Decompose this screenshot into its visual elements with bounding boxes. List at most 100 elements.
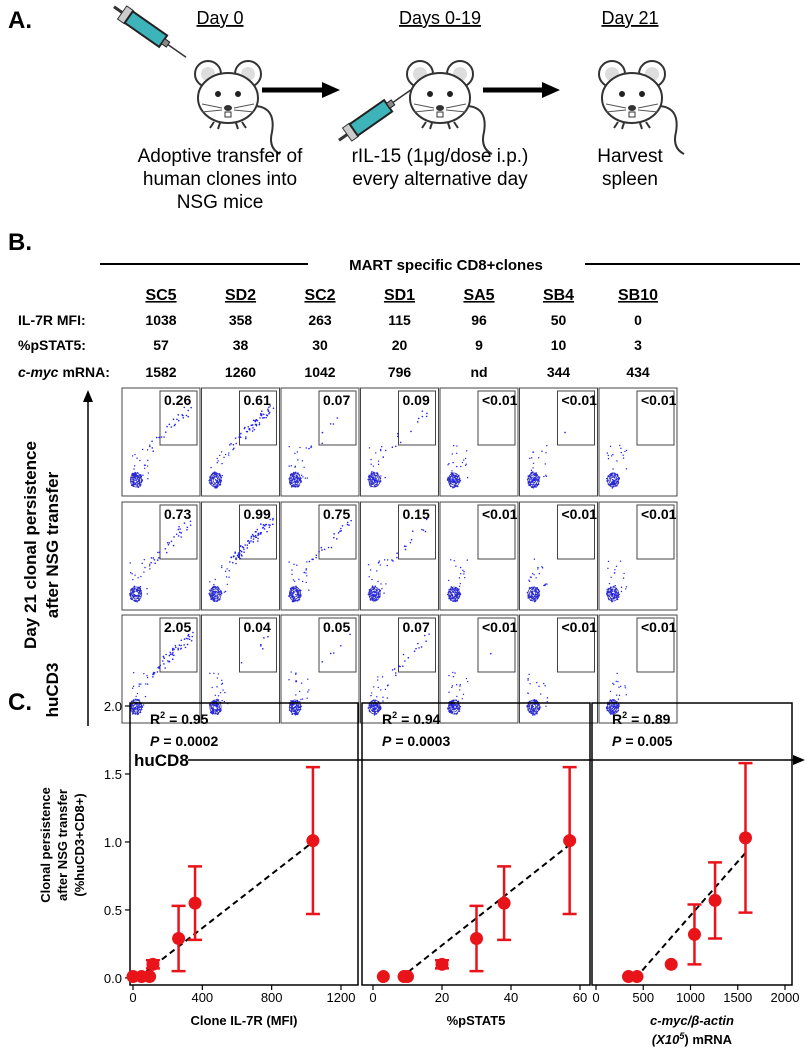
event-dot <box>134 706 137 709</box>
event-dot <box>614 572 616 574</box>
event-dot <box>619 560 622 562</box>
gate <box>636 504 675 560</box>
event-dot <box>262 417 264 419</box>
event-dot <box>539 706 541 708</box>
event-dot <box>321 549 323 551</box>
event-dot <box>368 576 370 578</box>
event-dot <box>263 637 265 639</box>
event-dot <box>618 686 620 688</box>
flow-plot: 0.61 <box>201 387 280 497</box>
r2-annotation: R2 = 0.95 <box>150 710 209 727</box>
event-dot <box>625 694 627 696</box>
event-dot <box>172 647 174 650</box>
event-dot <box>543 584 545 587</box>
event-dot <box>609 690 612 693</box>
event-dot <box>145 683 147 685</box>
gate-percent: <0.01 <box>482 392 518 408</box>
event-dot <box>528 673 530 676</box>
event-dot <box>239 549 242 552</box>
event-dot <box>163 663 165 665</box>
event-dot <box>162 656 165 658</box>
density-contour <box>529 474 538 486</box>
event-dot <box>332 423 335 425</box>
event-dot <box>614 569 616 571</box>
event-dot <box>613 683 615 686</box>
event-dot <box>159 664 162 667</box>
r2-part: 2 <box>160 710 165 720</box>
event-dot <box>224 570 227 573</box>
event-dot <box>380 448 382 451</box>
event-dot <box>177 528 180 531</box>
trend-line <box>634 852 747 979</box>
event-dot <box>391 446 394 448</box>
density-contour <box>290 474 300 486</box>
event-dot <box>377 686 379 689</box>
event-dot <box>370 458 372 461</box>
density-contour <box>368 699 381 715</box>
event-dot <box>217 673 220 675</box>
event-dot <box>384 688 387 691</box>
plot-frame <box>519 387 598 497</box>
event-dot <box>533 574 535 576</box>
event-dot <box>399 441 402 444</box>
event-dot <box>132 578 134 581</box>
event-dot <box>426 412 428 415</box>
event-dot <box>245 436 247 438</box>
event-dot <box>455 465 458 468</box>
event-dot <box>622 454 624 456</box>
event-dot <box>177 419 180 422</box>
p-annotation: P = 0.005 <box>612 733 673 749</box>
event-dot <box>240 661 243 664</box>
event-dot <box>612 453 614 456</box>
event-dot <box>252 419 255 422</box>
event-dot <box>209 581 211 583</box>
event-dot <box>404 660 406 662</box>
flow-plot: 0.07 <box>280 387 360 497</box>
event-dot <box>308 689 310 691</box>
event-dot <box>166 425 168 428</box>
event-dot <box>378 560 381 562</box>
event-dot <box>168 423 171 426</box>
event-dot <box>380 449 382 452</box>
density-contour <box>371 476 378 484</box>
event-dot <box>190 406 192 409</box>
event-dot <box>410 538 413 541</box>
density-contour <box>370 701 379 713</box>
plot-frame <box>439 387 519 497</box>
density-contour <box>529 701 538 713</box>
event-dot <box>187 415 190 418</box>
x-tick-label: 0 <box>129 990 136 1005</box>
event-dot <box>248 541 251 543</box>
event-dot <box>346 523 349 526</box>
event-dot <box>244 544 246 546</box>
event-dot <box>179 531 181 534</box>
event-dot <box>238 554 241 556</box>
event-dot <box>181 414 183 416</box>
x-tick-label: 0 <box>592 990 599 1005</box>
event-dot <box>298 578 300 581</box>
density-contour <box>610 476 616 484</box>
density-contour <box>288 472 301 488</box>
event-dot <box>611 707 614 710</box>
event-dot <box>383 592 385 594</box>
density-contour <box>133 590 139 598</box>
event-dot <box>186 526 189 529</box>
event-dot <box>451 475 453 478</box>
event-dot <box>167 660 169 662</box>
row-value: 344 <box>547 364 571 380</box>
density-contour <box>530 590 537 598</box>
event-dot <box>367 563 370 566</box>
x-tick-label: 20 <box>435 990 449 1005</box>
event-dot <box>608 582 611 585</box>
event-dot <box>307 691 309 693</box>
event-dot <box>421 528 423 531</box>
event-dot <box>157 557 160 559</box>
event-dot <box>452 444 455 447</box>
density-contour <box>129 472 142 488</box>
event-dot <box>616 672 618 675</box>
r2-annotation: R2 = 0.89 <box>612 710 671 727</box>
event-dot <box>533 700 536 702</box>
y-tick-label: 0.5 <box>104 903 122 918</box>
event-dot <box>255 531 257 533</box>
event-dot <box>534 485 536 487</box>
